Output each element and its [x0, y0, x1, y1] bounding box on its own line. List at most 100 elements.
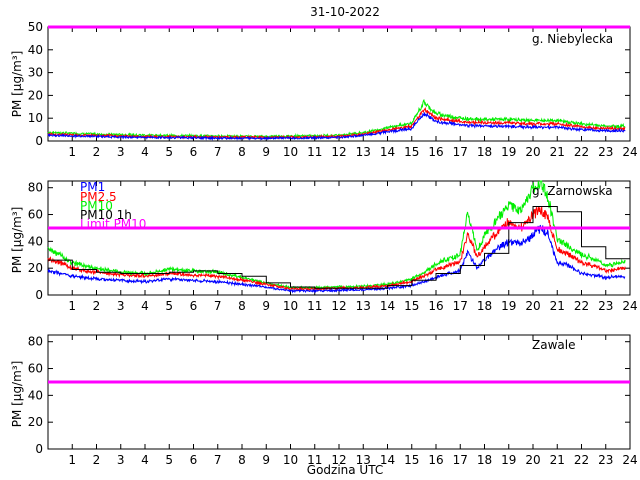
x-tick-label: 13	[356, 145, 371, 159]
x-tick-label: 22	[574, 299, 589, 313]
x-tick-label: 3	[117, 299, 125, 313]
y-axis-label-3: PM [µg/m³]	[10, 361, 24, 428]
x-tick-label: 3	[117, 145, 125, 159]
plot-frame	[47, 180, 631, 296]
x-tick-label: 5	[165, 453, 173, 467]
x-tick-label: 23	[598, 453, 613, 467]
legend-pm10: PM10	[80, 199, 113, 213]
x-tick-label: 10	[283, 299, 298, 313]
x-tick-label: 16	[428, 299, 443, 313]
y-tick-label: 40	[28, 43, 43, 57]
x-tick-label: 13	[356, 299, 371, 313]
x-tick-label: 14	[380, 145, 395, 159]
x-tick-label: 14	[380, 453, 395, 467]
series-line-pm25	[47, 106, 626, 140]
series-line-pm25	[47, 206, 626, 292]
y-axis-label-1: PM [µg/m³]	[10, 51, 24, 118]
x-tick-label: 9	[262, 299, 270, 313]
y-tick-label: 60	[28, 362, 43, 376]
y-axis-label-2: PM [µg/m³]	[10, 207, 24, 274]
station-label-zawale: Zawale	[532, 338, 575, 352]
x-tick-label: 22	[574, 145, 589, 159]
x-tick-label: 23	[598, 299, 613, 313]
x-tick-label: 18	[477, 145, 492, 159]
x-tick-label: 1	[68, 299, 76, 313]
x-tick-label: 16	[428, 145, 443, 159]
x-tick-label: 16	[428, 453, 443, 467]
x-tick-label: 11	[307, 299, 322, 313]
x-tick-label: 8	[238, 145, 246, 159]
x-tick-label: 5	[165, 299, 173, 313]
x-tick-label: 4	[141, 453, 149, 467]
x-tick-label: 6	[190, 299, 198, 313]
x-tick-label: 20	[525, 145, 540, 159]
legend-limit-pm10: Limit PM10	[80, 217, 146, 231]
x-tick-label: 2	[93, 145, 101, 159]
series-line-pm1	[47, 112, 626, 141]
y-tick-label: 0	[35, 288, 43, 302]
series-line-pm10-1h	[48, 206, 630, 289]
x-tick-label: 7	[214, 299, 222, 313]
y-tick-label: 50	[28, 20, 43, 34]
x-tick-label: 7	[214, 145, 222, 159]
x-tick-label: 4	[141, 299, 149, 313]
x-tick-label: 5	[165, 145, 173, 159]
legend-pm1: PM1	[80, 180, 105, 194]
x-tick-label: 17	[453, 299, 468, 313]
y-tick-label: 80	[28, 335, 43, 349]
x-tick-label: 17	[453, 145, 468, 159]
x-tick-label: 8	[238, 453, 246, 467]
x-tick-label: 20	[525, 453, 540, 467]
x-tick-label: 18	[477, 299, 492, 313]
x-tick-label: 9	[262, 453, 270, 467]
x-tick-label: 23	[598, 145, 613, 159]
x-tick-label: 12	[331, 299, 346, 313]
station-label-niebylecka: g. Niebylecka	[532, 32, 613, 46]
x-tick-label: 20	[525, 299, 540, 313]
x-tick-label: 24	[622, 145, 637, 159]
x-axis-label: Godzina UTC	[307, 463, 383, 477]
plot-frame	[47, 334, 631, 450]
x-tick-label: 24	[622, 453, 637, 467]
x-tick-label: 19	[501, 453, 516, 467]
legend-pm25: PM2.5	[80, 190, 117, 204]
x-tick-label: 8	[238, 299, 246, 313]
x-tick-label: 13	[356, 453, 371, 467]
x-tick-label: 7	[214, 453, 222, 467]
x-tick-label: 6	[190, 453, 198, 467]
y-tick-label: 60	[28, 208, 43, 222]
x-tick-label: 14	[380, 299, 395, 313]
x-tick-label: 1	[68, 145, 76, 159]
x-tick-label: 4	[141, 145, 149, 159]
chart-title: 31-10-2022	[310, 5, 380, 19]
x-tick-label: 2	[93, 299, 101, 313]
y-tick-label: 20	[28, 415, 43, 429]
y-tick-label: 80	[28, 181, 43, 195]
x-tick-label: 24	[622, 299, 637, 313]
x-tick-label: 1	[68, 453, 76, 467]
y-tick-label: 0	[35, 442, 43, 456]
y-tick-label: 20	[28, 88, 43, 102]
x-tick-label: 15	[404, 453, 419, 467]
station-label-zarnowska: g. Zarnowska	[532, 184, 613, 198]
x-tick-label: 21	[550, 299, 565, 313]
x-tick-label: 15	[404, 299, 419, 313]
x-tick-label: 10	[283, 453, 298, 467]
x-tick-label: 6	[190, 145, 198, 159]
x-tick-label: 19	[501, 145, 516, 159]
x-tick-label: 10	[283, 145, 298, 159]
y-tick-label: 10	[28, 111, 43, 125]
x-tick-label: 2	[93, 453, 101, 467]
x-tick-label: 18	[477, 453, 492, 467]
x-tick-label: 19	[501, 299, 516, 313]
x-tick-label: 22	[574, 453, 589, 467]
x-tick-label: 12	[331, 453, 346, 467]
x-tick-label: 11	[307, 145, 322, 159]
x-tick-label: 21	[550, 453, 565, 467]
